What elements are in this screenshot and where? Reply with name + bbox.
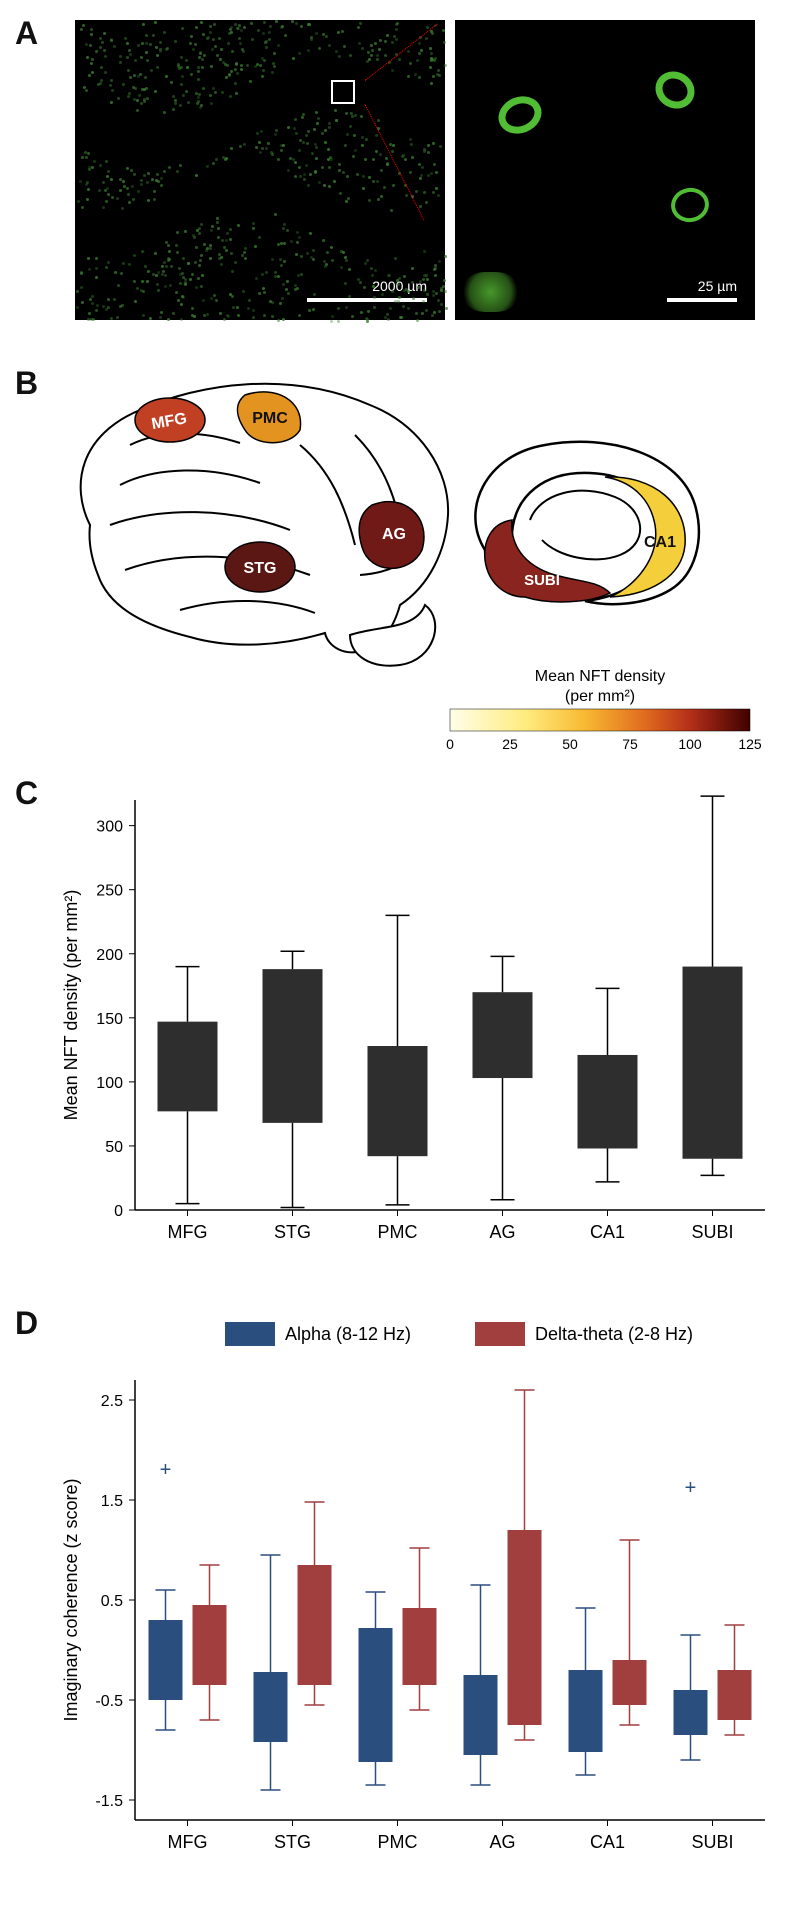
colorbar-title-1: Mean NFT density — [535, 668, 665, 685]
svg-text:SUBI: SUBI — [691, 1222, 733, 1242]
svg-text:PMC: PMC — [378, 1222, 418, 1242]
micrograph-low-mag: 2000 µm — [75, 20, 445, 320]
svg-text:50: 50 — [562, 736, 578, 752]
svg-text:PMC: PMC — [378, 1832, 418, 1852]
svg-text:SUBI: SUBI — [691, 1832, 733, 1852]
svg-text:100: 100 — [96, 1075, 123, 1092]
colorbar-ticks: 0 25 50 75 100 125 — [446, 736, 762, 752]
colorbar-rect — [450, 709, 750, 731]
svg-text:0.5: 0.5 — [101, 1593, 123, 1610]
panel-c: C 050100150200250300Mean NFT density (pe… — [20, 780, 790, 1280]
scalebar-1 — [307, 298, 427, 302]
svg-text:AG: AG — [489, 1222, 515, 1242]
svg-text:AG: AG — [489, 1832, 515, 1852]
colorbar-title-2: (per mm²) — [565, 688, 635, 705]
panel-b: B — [20, 370, 790, 750]
scalebar-2 — [667, 298, 737, 302]
svg-text:150: 150 — [96, 1011, 123, 1028]
svg-text:Alpha (8-12 Hz): Alpha (8-12 Hz) — [285, 1324, 411, 1344]
svg-text:-0.5: -0.5 — [95, 1693, 123, 1710]
svg-text:50: 50 — [105, 1139, 123, 1156]
svg-text:Delta-theta (2-8 Hz): Delta-theta (2-8 Hz) — [535, 1324, 693, 1344]
svg-text:STG: STG — [274, 1832, 311, 1852]
svg-text:STG: STG — [244, 560, 277, 577]
svg-text:75: 75 — [622, 736, 638, 752]
micrograph-row: 2000 µm 25 µm — [75, 20, 790, 320]
svg-text:-1.5: -1.5 — [95, 1793, 123, 1810]
svg-text:MFG: MFG — [168, 1222, 208, 1242]
svg-text:125: 125 — [738, 736, 762, 752]
panel-c-label: C — [15, 775, 38, 812]
svg-text:CA1: CA1 — [590, 1832, 625, 1852]
roi-box — [331, 80, 355, 104]
scalebar-text-2: 25 µm — [698, 278, 737, 294]
svg-text:300: 300 — [96, 819, 123, 836]
svg-text:2.5: 2.5 — [101, 1393, 123, 1410]
svg-text:+: + — [685, 1477, 697, 1499]
colorbar: Mean NFT density (per mm²) 0 25 50 75 100 125 — [430, 665, 790, 755]
hippo-inner — [530, 491, 640, 560]
svg-text:CA1: CA1 — [644, 534, 676, 551]
panel-b-label: B — [15, 365, 38, 402]
brain-diagram: MFG PMC STG AG — [0, 370, 760, 670]
svg-text:Mean NFT density (per mm²): Mean NFT density (per mm²) — [61, 890, 81, 1121]
svg-text:+: + — [160, 1459, 172, 1481]
panel-a: A 2000 µm 25 µm — [20, 20, 790, 340]
svg-text:SUBI: SUBI — [524, 572, 560, 589]
svg-text:200: 200 — [96, 947, 123, 964]
panel-d: D Alpha (8-12 Hz)Delta-theta (2-8 Hz)-1.… — [20, 1310, 790, 1890]
svg-text:250: 250 — [96, 883, 123, 900]
figure: A 2000 µm 25 µm B — [20, 20, 790, 1890]
svg-text:MFG: MFG — [168, 1832, 208, 1852]
panel-d-label: D — [15, 1305, 38, 1342]
region-subi — [485, 520, 610, 602]
svg-text:0: 0 — [446, 736, 454, 752]
svg-text:100: 100 — [678, 736, 702, 752]
svg-text:1.5: 1.5 — [101, 1493, 123, 1510]
svg-text:Imaginary coherence (z score): Imaginary coherence (z score) — [61, 1478, 81, 1721]
svg-text:AG: AG — [382, 526, 406, 543]
region-stg: STG — [225, 542, 295, 592]
svg-text:0: 0 — [114, 1203, 123, 1220]
region-ag: AG — [359, 502, 424, 569]
coherence-boxplot: Alpha (8-12 Hz) Delta-theta (2-8 Hz) -1.5 -… — [55, 1310, 785, 1870]
region-mfg: MFG — [135, 398, 205, 442]
svg-text:PMC: PMC — [252, 410, 288, 427]
nft-density-boxplot: 0 50 100 150 200 250 300 Mean NFT density (per … — [55, 780, 785, 1260]
panel-a-label: A — [15, 15, 38, 52]
micrograph-high-mag: 25 µm — [455, 20, 755, 320]
svg-text:25: 25 — [502, 736, 518, 752]
svg-text:CA1: CA1 — [590, 1222, 625, 1242]
svg-text:STG: STG — [274, 1222, 311, 1242]
